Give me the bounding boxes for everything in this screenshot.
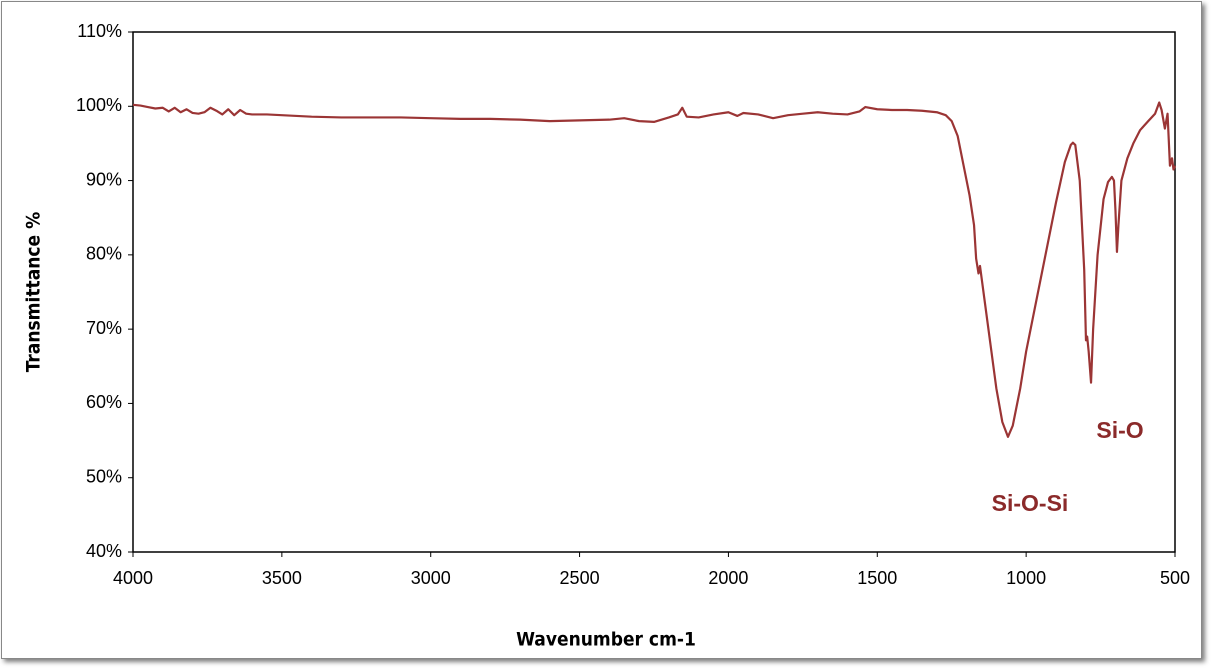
x-tick-label: 4000 <box>113 568 153 588</box>
y-tick-label: 110% <box>77 21 122 41</box>
x-tick-label: 2000 <box>708 568 748 588</box>
y-axis-title: Transmittance % <box>23 212 45 372</box>
y-tick-label: 100% <box>76 95 122 115</box>
annotation: Si-O <box>1096 417 1143 443</box>
y-tick-label: 80% <box>86 244 122 264</box>
plot-area <box>132 31 1176 553</box>
annotation: Si-O-Si <box>992 490 1069 516</box>
y-tick-label: 50% <box>86 466 122 486</box>
x-tick-label: 1000 <box>1006 568 1046 588</box>
y-tick-label: 40% <box>86 541 122 561</box>
spectrum-line <box>132 101 1177 438</box>
x-tick-label: 500 <box>1160 568 1190 588</box>
x-tick-label: 1500 <box>857 568 897 588</box>
x-tick-label: 3500 <box>262 568 302 588</box>
x-tick-label: 3000 <box>411 568 451 588</box>
x-axis-title: Wavenumber cm-1 <box>516 629 696 651</box>
y-tick-label: 90% <box>86 169 122 189</box>
y-tick-label: 60% <box>86 392 122 412</box>
x-tick-label: 2500 <box>560 568 600 588</box>
y-tick-label: 70% <box>86 318 122 338</box>
